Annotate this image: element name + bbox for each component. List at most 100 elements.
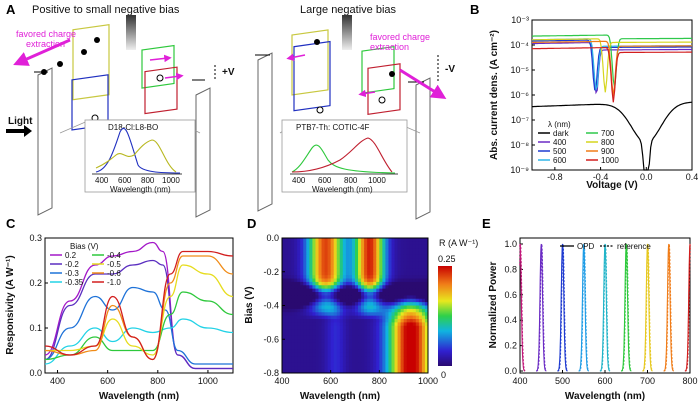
heat-cell xyxy=(403,342,408,347)
heat-cell xyxy=(421,254,426,259)
heat-cell xyxy=(367,346,371,350)
heat-cell xyxy=(309,356,313,361)
heat-cell xyxy=(394,244,399,249)
heat-cell xyxy=(421,352,426,357)
heat-cell xyxy=(345,254,350,259)
heat-cell xyxy=(403,248,408,253)
heat-cell xyxy=(361,302,365,307)
heat-cell xyxy=(327,342,332,347)
heat-cell xyxy=(291,244,295,249)
heat-cell xyxy=(324,295,329,300)
legend-label: -0.3 xyxy=(65,269,79,278)
heat-cell xyxy=(370,312,374,317)
heat-cell xyxy=(400,325,405,330)
heat-cell xyxy=(376,271,380,276)
heat-cell xyxy=(379,302,383,307)
heat-cell xyxy=(400,254,405,259)
heat-cell xyxy=(324,362,329,367)
heat-cell xyxy=(324,322,329,327)
heat-cell xyxy=(345,342,350,347)
heat-cell xyxy=(421,261,426,266)
heat-cell xyxy=(358,312,362,317)
heat-cell xyxy=(297,366,301,371)
heat-cell xyxy=(358,335,362,340)
heat-cell xyxy=(379,346,383,350)
heat-cell xyxy=(418,329,423,334)
heat-cell xyxy=(361,315,365,320)
heat-cell xyxy=(409,359,414,364)
heat-cell xyxy=(391,339,396,344)
left-green-band xyxy=(141,44,175,89)
heat-cell xyxy=(297,292,301,296)
heat-cell xyxy=(412,322,417,327)
heat-cell xyxy=(424,366,429,371)
heat-cell xyxy=(409,369,414,374)
heat-cell xyxy=(291,329,295,334)
heat-cell xyxy=(394,332,399,337)
heat-cell xyxy=(385,248,389,253)
heat-cell xyxy=(294,339,298,344)
heat-cell xyxy=(297,312,301,317)
heat-cell xyxy=(373,366,377,371)
heat-cell xyxy=(367,315,371,320)
reference-peak xyxy=(578,243,590,372)
heat-cell xyxy=(418,241,423,246)
heat-cell xyxy=(376,362,380,367)
heat-cell xyxy=(324,261,329,266)
heat-cell xyxy=(424,359,429,364)
heat-cell xyxy=(397,278,402,283)
heat-cell xyxy=(318,254,323,259)
heat-cell xyxy=(373,295,377,300)
heat-cell xyxy=(291,332,295,337)
heat-cell xyxy=(376,251,380,256)
heat-cell xyxy=(315,238,319,242)
heat-cell xyxy=(394,271,399,276)
heat-cell xyxy=(403,241,408,246)
heat-cell xyxy=(367,342,371,347)
heat-cell xyxy=(288,335,292,340)
heat-cell xyxy=(397,369,402,374)
heat-cell xyxy=(406,305,411,310)
heat-cell xyxy=(358,292,362,296)
heat-cell xyxy=(397,292,402,296)
heat-cell xyxy=(288,329,292,334)
heat-cell xyxy=(355,248,359,253)
heat-cell xyxy=(391,332,396,337)
heat-cell xyxy=(358,349,362,354)
heat-cell xyxy=(351,352,356,357)
heat-cell xyxy=(403,352,408,357)
heat-cell xyxy=(415,329,420,334)
series-line-700 xyxy=(532,34,692,89)
y-tick-label: 0.8 xyxy=(504,264,517,274)
heat-cell xyxy=(409,349,414,354)
heat-cell xyxy=(391,315,396,320)
chart-e-frame xyxy=(519,237,691,374)
heat-cell xyxy=(364,349,368,354)
heat-cell xyxy=(424,295,429,300)
heat-cell xyxy=(394,329,399,334)
heat-cell xyxy=(306,356,310,361)
heat-cell xyxy=(342,254,347,259)
panel-label-e: E xyxy=(482,216,491,231)
heat-cell xyxy=(339,241,344,246)
heat-cell xyxy=(367,285,371,290)
heat-cell xyxy=(306,261,310,266)
heat-cell xyxy=(406,312,411,317)
heat-cell xyxy=(406,275,411,280)
heat-cell xyxy=(367,369,371,374)
legend-label: -0.5 xyxy=(107,260,121,269)
x-tick-label: 600 xyxy=(100,376,115,386)
heat-cell xyxy=(336,329,341,334)
heat-cell xyxy=(424,319,429,323)
heat-cell xyxy=(297,265,301,269)
heat-cell xyxy=(351,258,356,263)
heat-cell xyxy=(318,278,323,283)
colorbar-min: 0 xyxy=(441,370,446,380)
heat-cell xyxy=(321,285,326,290)
heat-cell xyxy=(397,315,402,320)
heat-cell xyxy=(297,258,301,263)
heat-cell xyxy=(324,315,329,320)
heat-cell xyxy=(327,359,332,364)
heat-cell xyxy=(342,308,347,313)
heat-cell xyxy=(282,248,286,253)
